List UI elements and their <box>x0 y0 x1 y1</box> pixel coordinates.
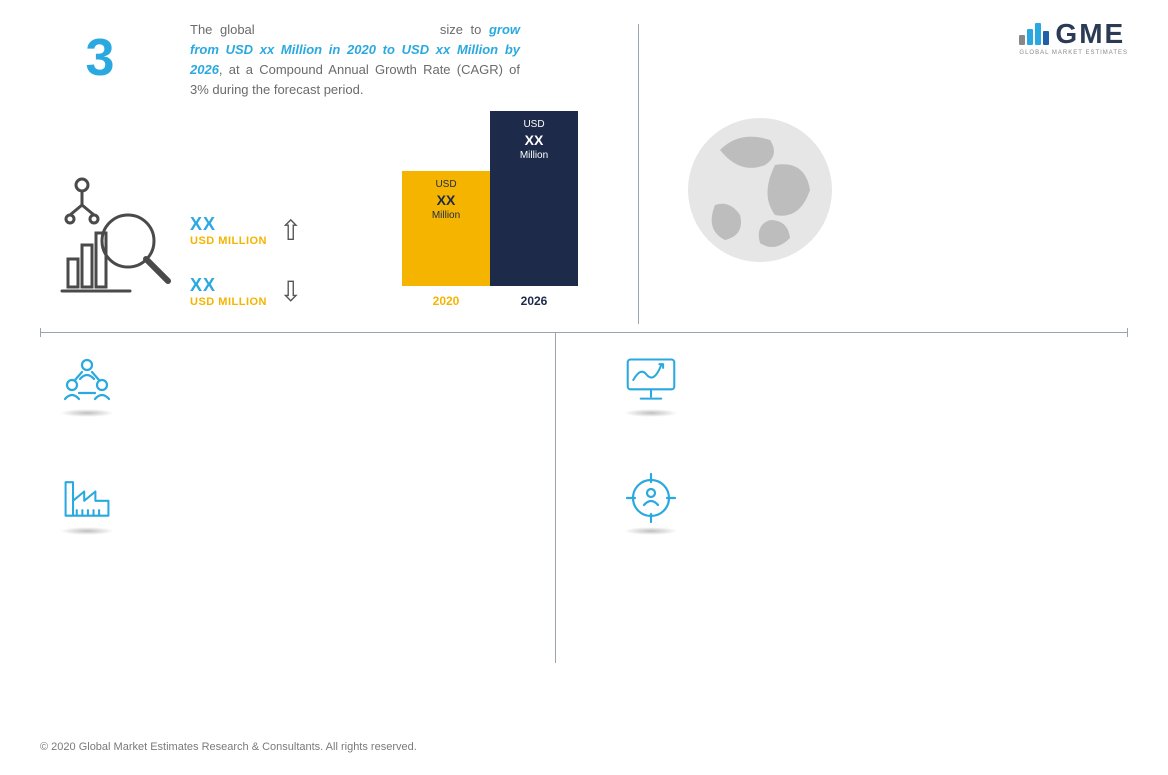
bar-million-label: Million <box>432 210 460 221</box>
chart-bar: USD XX Million <box>402 171 490 286</box>
target-person-icon <box>624 471 678 525</box>
bar-usd-label: USD <box>435 179 456 190</box>
summary-suffix: , at a Compound Annual Growth Rate (CAGR… <box>190 62 520 97</box>
summary-grow-word: grow <box>489 22 520 37</box>
viz-row: XX USD MILLION ⇧ XX USD MILLION ⇩ USD XX M… <box>0 101 1168 318</box>
research-icon <box>60 163 190 308</box>
bar-year-labels: 20202026 <box>370 294 610 308</box>
info-block-top-right <box>624 353 1128 421</box>
bar-chart: USD XX Million USD XX Million 20202026 <box>370 111 610 308</box>
arrow-down-icon: ⇩ <box>279 275 302 308</box>
summary-prefix: The global <box>190 22 262 37</box>
up-usd-label: USD MILLION <box>190 235 267 247</box>
icon-shadow <box>60 527 114 535</box>
top-section: 3 The global size to grow from USD xx Mi… <box>0 0 1168 101</box>
down-item: XX USD MILLION ⇩ <box>190 275 350 308</box>
bar-value-label: XX <box>437 192 456 208</box>
up-down-column: XX USD MILLION ⇧ XX USD MILLION ⇩ <box>190 196 350 308</box>
info-block-bottom-left <box>60 471 564 539</box>
summary-mid: size to <box>432 22 489 37</box>
logo-bars-icon <box>1019 23 1049 45</box>
logo-subtitle: GLOBAL MARKET ESTIMATES <box>1019 50 1128 56</box>
icon-shadow <box>60 409 114 417</box>
bar-usd-label: USD <box>523 119 544 130</box>
bar-million-label: Million <box>520 150 548 161</box>
bar-year-label: 2020 <box>402 294 490 308</box>
arrow-up-icon: ⇧ <box>279 214 302 247</box>
bar-value-label: XX <box>525 132 544 148</box>
chart-bar: USD XX Million <box>490 111 578 286</box>
up-xx: XX <box>190 214 267 235</box>
bar-year-label: 2026 <box>490 294 578 308</box>
bars-wrap: USD XX Million USD XX Million <box>370 111 610 286</box>
cagr-badge: 3 <box>40 20 160 88</box>
factory-icon <box>60 471 114 525</box>
info-block-top-left <box>60 353 564 421</box>
up-item: XX USD MILLION ⇧ <box>190 214 350 247</box>
cagr-number: 3 <box>40 28 160 88</box>
down-text: XX USD MILLION <box>190 275 267 308</box>
monitor-chart-icon <box>624 353 678 407</box>
bottom-grid <box>0 333 1168 539</box>
people-network-icon <box>60 353 114 407</box>
logo-text: GME <box>1055 18 1125 50</box>
icon-shadow <box>624 409 678 417</box>
icon-shadow <box>624 527 678 535</box>
down-usd-label: USD MILLION <box>190 296 267 308</box>
summary-text: The global size to grow from USD xx Mill… <box>160 20 520 101</box>
footer-copyright: © 2020 Global Market Estimates Research … <box>40 741 417 753</box>
logo: GME GLOBAL MARKET ESTIMATES <box>1019 18 1128 56</box>
header-row: 3 The global size to grow from USD xx Mi… <box>40 20 1128 101</box>
vertical-divider-bottom <box>555 333 556 663</box>
up-text: XX USD MILLION <box>190 214 267 247</box>
down-xx: XX <box>190 275 267 296</box>
info-block-bottom-right <box>624 471 1128 539</box>
